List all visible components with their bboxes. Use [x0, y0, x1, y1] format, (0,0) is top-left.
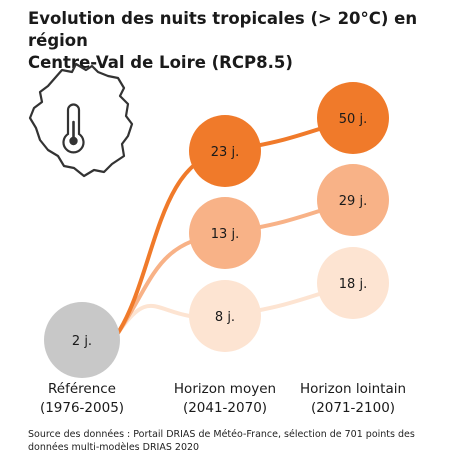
bubble-label-medium-2: 29 j. [339, 194, 367, 209]
bubble-label-high-2: 50 j. [339, 112, 367, 127]
bubble-high-2 [317, 82, 389, 154]
period-sub-0: (1976-2005) [40, 400, 124, 416]
thermometer-icon [62, 103, 85, 154]
source-note: Source des données : Portail DRIAS de Mé… [28, 428, 448, 454]
period-sub-2: (2071-2100) [311, 400, 395, 416]
bubble-low-1 [189, 280, 261, 352]
period-label-2: Horizon lointain [300, 381, 406, 397]
chart-bubbles [44, 82, 389, 378]
bubble-label-medium-1: 13 j. [211, 227, 239, 242]
source-line-1: Source des données : Portail DRIAS de Mé… [28, 429, 415, 440]
period-label-1: Horizon moyen [174, 381, 276, 397]
source-line-2: données multi-modèles DRIAS 2020 [28, 442, 200, 453]
bubble-medium-2 [317, 164, 389, 236]
bubble-label-high-1: 23 j. [211, 145, 239, 160]
period-sub-1: (2041-2070) [183, 400, 267, 416]
bubble-label-low-1: 8 j. [215, 310, 235, 325]
bubble-medium-1 [189, 197, 261, 269]
bubble-label-low-2: 18 j. [339, 277, 367, 292]
chart-bubble-labels: 8 j. 18 j. 13 j. 29 j. 23 j. 50 j. 2 j. [72, 112, 367, 349]
chart-title-line-1: Evolution des nuits tropicales (> 20°C) … [28, 9, 418, 50]
chart-period-labels: Référence (1976-2005) Horizon moyen (2041-2… [40, 381, 406, 416]
bubble-label-reference: 2 j. [72, 334, 92, 349]
bubble-high-1 [189, 115, 261, 187]
period-label-0: Référence [48, 381, 116, 397]
bubble-low-2 [317, 247, 389, 319]
bubble-reference [44, 302, 120, 378]
region-map-icon [28, 62, 134, 178]
